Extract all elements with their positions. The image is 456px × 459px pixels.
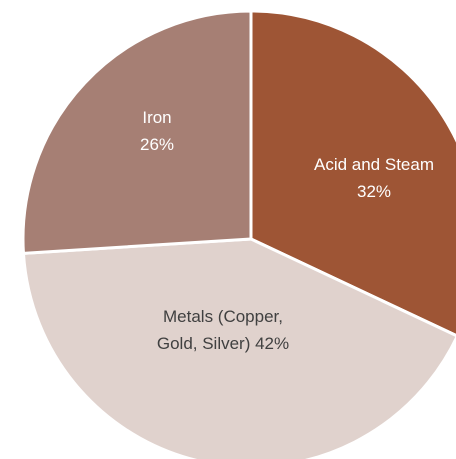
pie-slice-label: Acid and Steam bbox=[314, 155, 434, 174]
pie-slice bbox=[21, 237, 456, 459]
pie-slices bbox=[21, 9, 456, 459]
pie-slice bbox=[249, 9, 456, 338]
pie-slice-label: 26% bbox=[140, 135, 174, 154]
pie-labels: Acid and Steam 32% Metals (Copper, Gold, Si… bbox=[140, 108, 434, 353]
pie-slice-label: Iron bbox=[142, 108, 171, 127]
pie-slice-label: Gold, Silver) 42% bbox=[157, 334, 289, 353]
pie-slice-label: 32% bbox=[357, 182, 391, 201]
pie-slice bbox=[21, 9, 253, 255]
pie-slice-label: Metals (Copper, bbox=[163, 307, 283, 326]
